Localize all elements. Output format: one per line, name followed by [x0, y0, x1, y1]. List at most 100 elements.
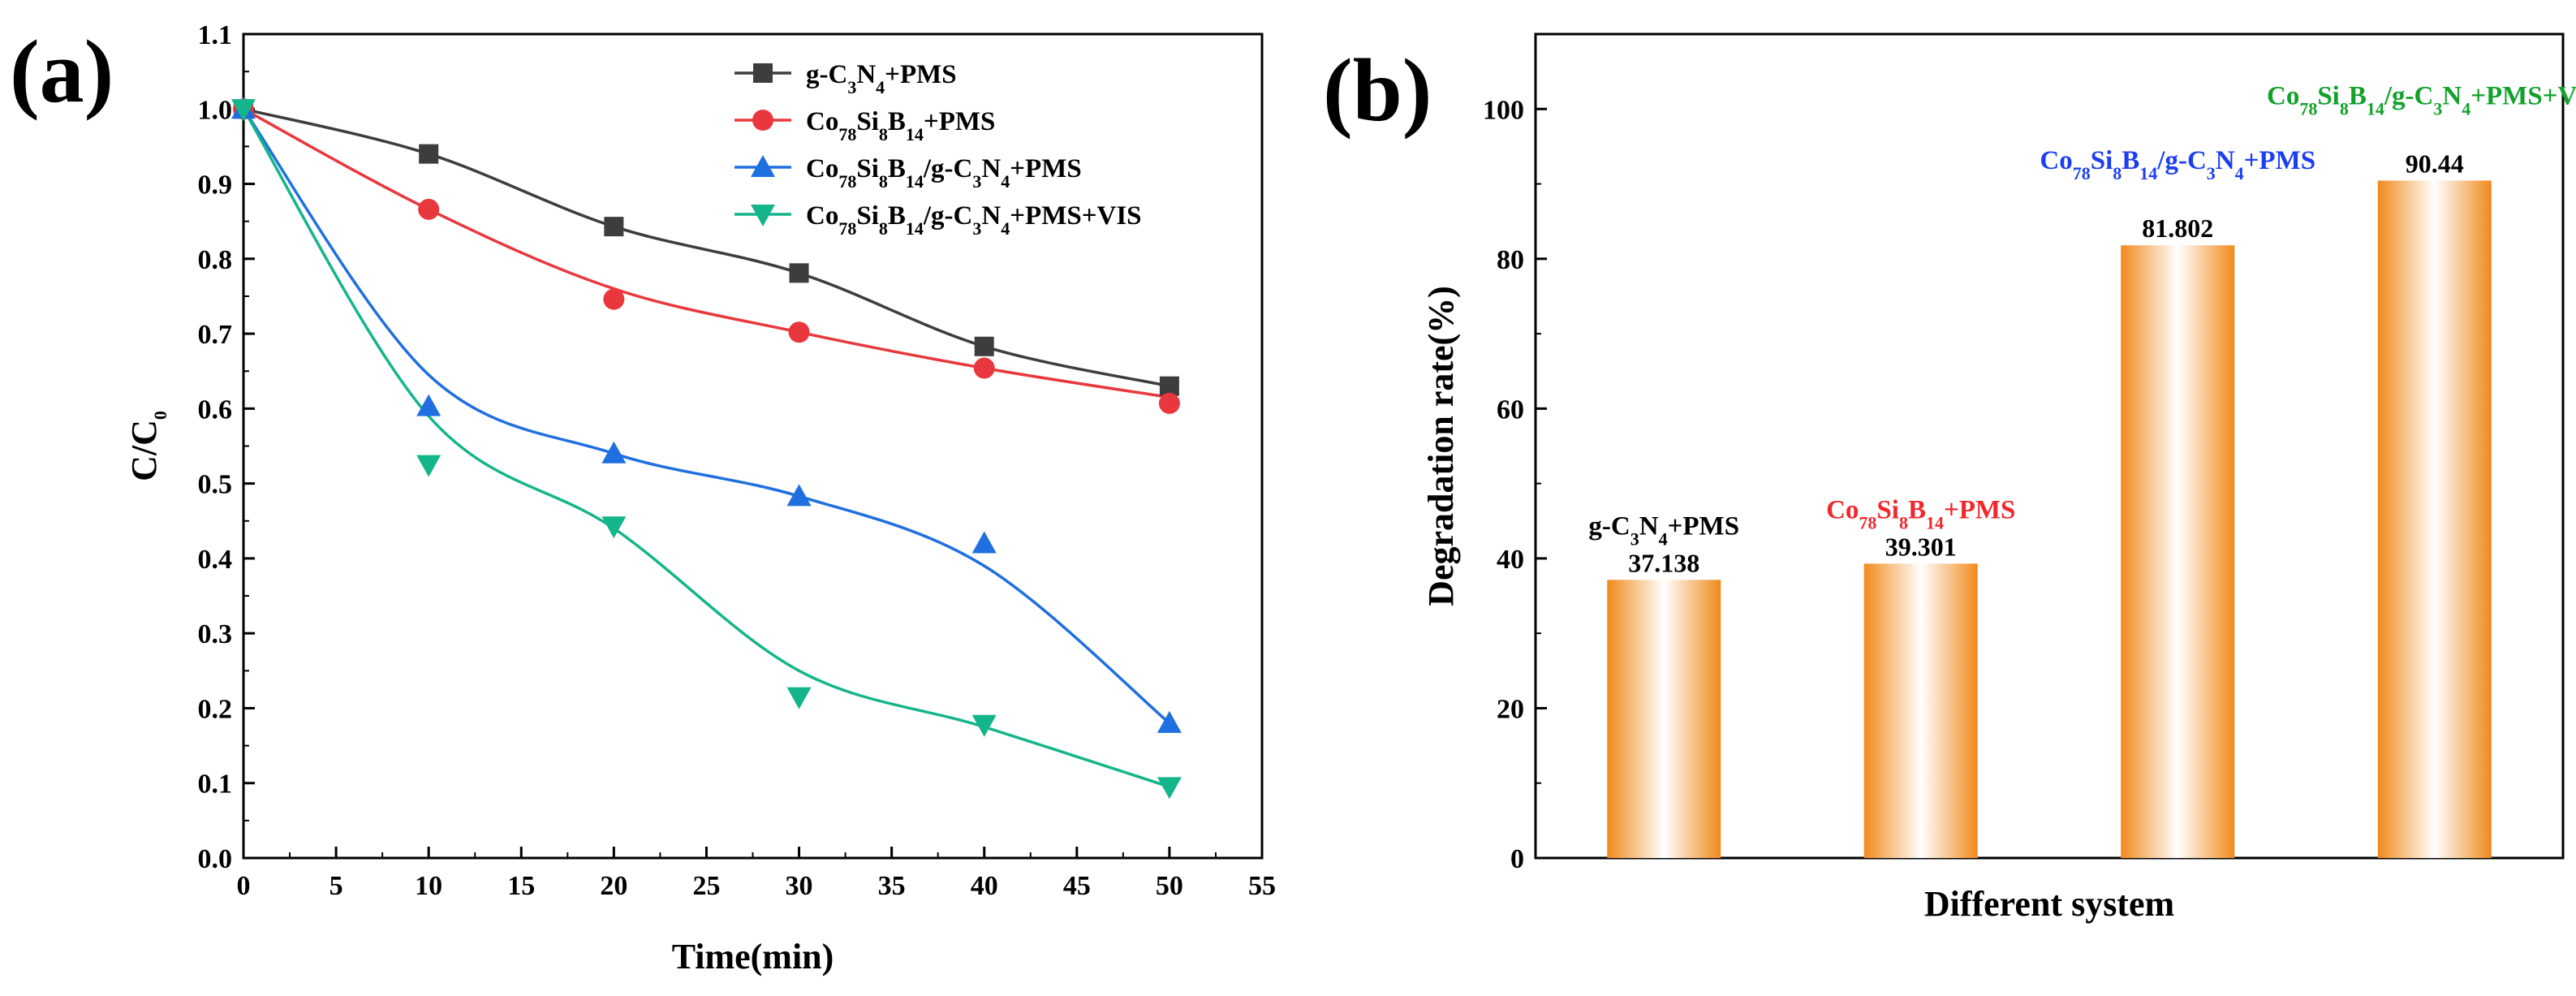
legend-label-s2-part: +PMS: [924, 107, 995, 136]
panel-a-y-tick-label: 0.1: [198, 770, 233, 800]
panel-b-y-tick-label: 100: [1483, 95, 1524, 125]
data-point-s2: [603, 288, 625, 310]
category-label-2-part: 8: [1899, 512, 1908, 532]
bar-4: [2377, 180, 2492, 858]
category-label-1-part: N: [1639, 511, 1659, 541]
panel-a-y-tick-label: 0.6: [198, 395, 233, 425]
data-point-s1: [789, 263, 809, 283]
bar-3: [2121, 245, 2235, 858]
category-label-3-part: +PMS: [2244, 146, 2315, 175]
panel-a-x-axis-title: Time(min): [672, 937, 834, 977]
panel-b-y-tick-label: 60: [1497, 395, 1524, 425]
legend-label-s3-part: 3: [972, 171, 981, 192]
category-label-2-part: 78: [1859, 512, 1876, 532]
data-point-s4: [971, 714, 997, 737]
legend-label-s4-part: 78: [838, 218, 856, 239]
category-label-4-part: Si: [2317, 81, 2340, 110]
legend-label-s2-part: Si: [856, 107, 879, 136]
panel-a-y-tick-label: 1.1: [198, 20, 233, 50]
category-label-4-part: 14: [2367, 98, 2384, 119]
bar-value-label-1: 37.138: [1628, 548, 1699, 577]
legend-label-s4-part: 14: [906, 218, 924, 239]
category-label-3-part: Co: [2040, 146, 2072, 175]
legend-label-s4-part: Co: [806, 201, 838, 231]
legend-label-s3-part: B: [888, 154, 906, 183]
legend-label-s1-part: 4: [876, 77, 885, 97]
data-point-s2: [418, 198, 440, 220]
data-point-s4: [786, 687, 812, 709]
panel-b-plot-frame: [1534, 32, 2565, 860]
category-label-4-part: 78: [2299, 98, 2317, 119]
panel-a-x-tick-label: 55: [1248, 871, 1276, 901]
panel-a-legend: g-C3N4+PMSCo78Si8B14+PMSCo78Si8B14/g-C3N…: [734, 60, 1142, 239]
data-point-s3: [786, 484, 812, 507]
legend-label-s3-part: Co: [806, 154, 838, 183]
panel-a-y-tick-label: 0.8: [198, 245, 233, 275]
legend-label-s3-part: 4: [1001, 171, 1010, 192]
legend-label-s3-part: Si: [856, 154, 879, 183]
bar-value-label-4: 90.44: [2406, 149, 2464, 178]
panel-a-y-tick-label: 0.4: [198, 545, 233, 575]
category-label-4-part: B: [2349, 81, 2367, 110]
legend-label-s3-part: 78: [838, 171, 856, 192]
panel-b-label: (b): [1323, 41, 1432, 140]
panel-a-x-tick-label: 0: [237, 871, 251, 901]
data-point-s1: [419, 144, 439, 164]
data-point-s4: [231, 99, 256, 122]
legend-label-s2-part: 78: [838, 124, 856, 144]
legend-label-s4-part: N: [981, 201, 1001, 231]
panel-a-y-tick-label: 0.2: [198, 694, 233, 724]
category-label-2-part: B: [1908, 495, 1926, 524]
category-label-2-part: Co: [1826, 495, 1859, 524]
category-label-3-part: Si: [2091, 146, 2113, 175]
legend-label-s1-part: +PMS: [885, 60, 956, 89]
legend-label-s3-part: +PMS: [1010, 154, 1081, 183]
legend-marker-s3: [751, 155, 775, 177]
panel-b-x-axis-title: Different system: [1924, 884, 2174, 924]
panel-a-label: (a): [10, 22, 114, 121]
series-line-s1: [243, 107, 1170, 388]
data-point-s2: [973, 357, 995, 379]
bar-1: [1607, 580, 1721, 858]
category-label-3-part: B: [2122, 146, 2139, 175]
legend-label-s3-part: /g-C: [923, 154, 973, 183]
category-label-2: Co78Si8B14+PMS: [1826, 495, 2015, 532]
category-label-4-part: 3: [2433, 98, 2442, 119]
category-label-3-part: 78: [2073, 163, 2091, 183]
panel-a-x-tick-label: 5: [330, 871, 343, 901]
legend-label-s1: g-C3N4+PMS: [806, 60, 957, 97]
category-label-1: g-C3N4+PMS: [1588, 511, 1739, 549]
series-line-s3: [242, 108, 1171, 725]
legend-label-s4-part: 3: [972, 218, 981, 239]
panel-a-x-tick-label: 25: [692, 871, 720, 901]
panel-a-y-tick-label: 0.7: [198, 320, 233, 350]
panel-b-y-axis-title: Degradation rate(%): [1421, 286, 1461, 606]
category-label-4-part: /g-C: [2384, 81, 2434, 110]
legend-label-s1-part: 3: [847, 77, 856, 97]
panel-b-y-tick-label: 80: [1497, 245, 1524, 275]
data-point-s3: [971, 531, 997, 554]
data-point-s3: [416, 394, 442, 416]
legend-marker-s4: [751, 205, 775, 226]
legend-label-s4-part: +PMS+VIS: [1010, 201, 1141, 231]
bar-value-label-2: 39.301: [1885, 532, 1957, 561]
category-label-4-part: 8: [2340, 98, 2349, 119]
panel-a-ticks: 0 5 10 15 20 25 30 35 40 45 50 55 0.0 0.1 0.2 0.3 0.4 0.5…: [198, 20, 1277, 901]
legend-label-s3-part: N: [981, 154, 1001, 183]
category-label-1-part: 4: [1659, 528, 1668, 549]
legend-label-s2-part: 14: [906, 124, 924, 144]
category-label-2-part: 14: [1926, 512, 1944, 532]
category-label-2-part: +PMS: [1944, 495, 2015, 524]
legend-label-s3: Co78Si8B14/g-C3N4+PMS: [806, 154, 1082, 192]
category-label-4-part: +PMS+VIS: [2470, 81, 2576, 110]
data-point-s4: [416, 455, 442, 477]
legend-label-s2-part: Co: [806, 107, 838, 136]
category-label-1-part: 3: [1630, 528, 1639, 549]
data-point-s3: [1157, 710, 1182, 733]
category-label-3-part: 8: [2113, 163, 2122, 183]
panel-b-y-tick-label: 40: [1497, 545, 1524, 575]
data-point-s4: [1157, 777, 1182, 800]
category-label-3-part: 3: [2207, 163, 2216, 183]
legend-label-s4-part: 4: [1001, 218, 1010, 239]
panel-a-y-tick-label: 0.0: [198, 844, 233, 874]
